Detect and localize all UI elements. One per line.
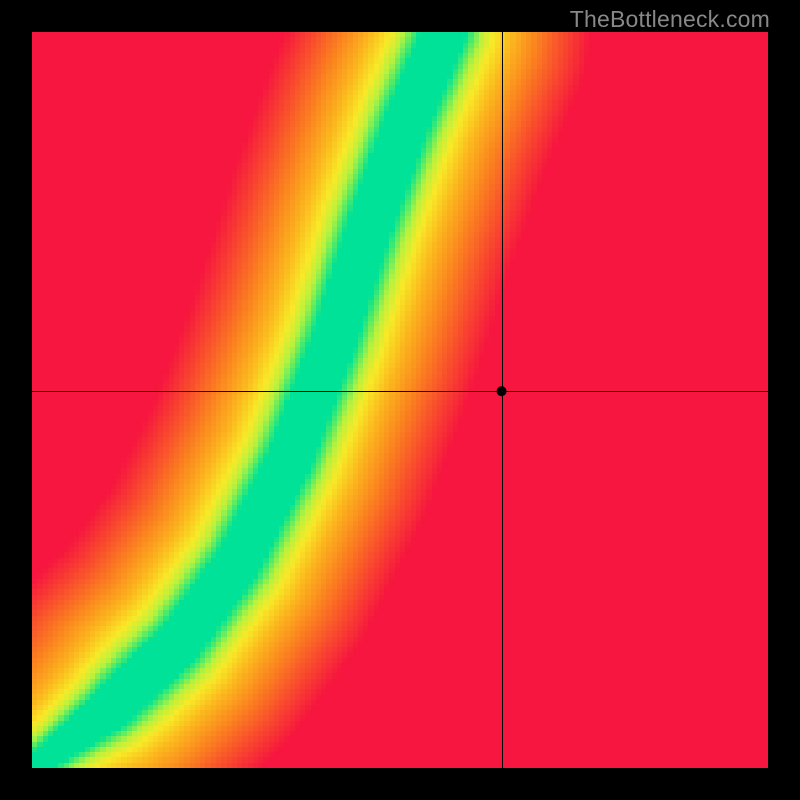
watermark-text: TheBottleneck.com (570, 6, 770, 33)
bottleneck-heatmap (0, 0, 800, 800)
